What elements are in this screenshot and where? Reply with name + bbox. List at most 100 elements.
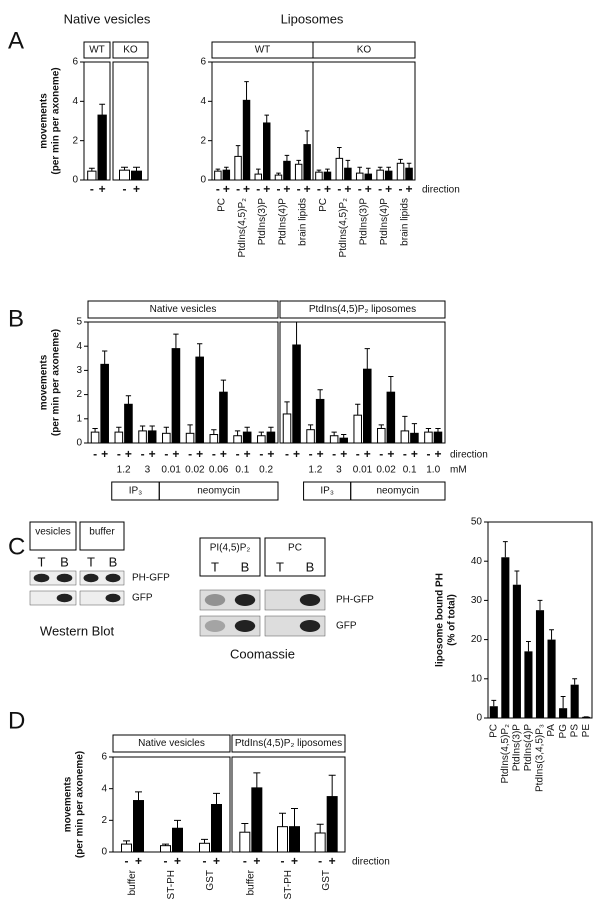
- error-bar: [316, 823, 324, 833]
- panel-letter: C: [8, 533, 25, 560]
- direction-label: -: [297, 182, 301, 196]
- error-bar: [549, 629, 554, 640]
- error-bar: [378, 424, 384, 429]
- bar: [400, 430, 410, 444]
- bar: [405, 167, 413, 181]
- bar: [377, 427, 386, 444]
- direction-label: -: [216, 182, 220, 196]
- direction-label: -: [318, 854, 322, 868]
- direction-label: -: [399, 182, 403, 196]
- y-axis-label: (per min per axoneme): [75, 751, 86, 858]
- bar: [219, 391, 228, 444]
- bar: [185, 432, 195, 444]
- category-label: 0.01: [353, 465, 373, 476]
- category-label: 0.02: [376, 465, 396, 476]
- error-bar: [256, 168, 261, 175]
- error-bar: [388, 375, 394, 393]
- category-label: 0.1: [235, 465, 249, 476]
- category-label: buffer: [127, 869, 138, 895]
- bar: [283, 160, 291, 181]
- facet-header-box: [112, 41, 149, 59]
- category-label: 1.0: [426, 465, 440, 476]
- blot-row-label: GFP: [336, 621, 357, 632]
- blot-caption: Coomassie: [230, 646, 295, 661]
- error-bar: [174, 819, 181, 829]
- facet-header: WT: [255, 45, 271, 56]
- blot-band: [105, 593, 121, 603]
- panel-letter: A: [8, 27, 24, 54]
- direction-label: -: [259, 447, 263, 461]
- bar: [242, 431, 252, 444]
- direction-label: +: [344, 182, 351, 196]
- facet-frame: [112, 756, 231, 853]
- treatment-label: IP₃: [320, 486, 334, 497]
- bar: [355, 172, 364, 181]
- direction-label: +: [283, 182, 290, 196]
- direction-label: -: [117, 447, 121, 461]
- error-bar: [234, 430, 241, 436]
- direction-label: +: [253, 854, 260, 868]
- direction-label: -: [356, 447, 360, 461]
- category-label: PtdIns(3)P: [257, 198, 268, 246]
- direction-label: +: [385, 182, 392, 196]
- bar: [303, 144, 311, 181]
- lane-label: B: [241, 559, 250, 574]
- bar: [524, 651, 533, 718]
- x-axis-label: direction: [450, 450, 488, 461]
- error-bar: [537, 599, 543, 611]
- direction-label: +: [411, 447, 418, 461]
- category-label: PtdIns(3)P: [359, 198, 370, 246]
- y-tick-label: 2: [200, 135, 206, 146]
- error-bar: [514, 570, 520, 585]
- lane-label: T: [38, 554, 46, 569]
- unit-label: mM: [450, 465, 467, 476]
- panel-letter: B: [8, 305, 24, 332]
- lane-label: B: [306, 559, 315, 574]
- bar: [195, 356, 204, 444]
- bar: [559, 708, 568, 718]
- blot-band: [56, 593, 73, 603]
- error-bar: [268, 426, 274, 433]
- facet-header: Native vesicles: [138, 738, 205, 749]
- direction-label: +: [293, 447, 300, 461]
- direction-label: +: [220, 447, 227, 461]
- error-bar: [284, 154, 290, 162]
- blot-row-label: PH-GFP: [336, 595, 374, 606]
- y-axis-label: (per min per axoneme): [51, 329, 62, 436]
- error-bar: [244, 426, 250, 433]
- error-bar: [139, 425, 146, 431]
- bar: [90, 431, 100, 444]
- bar: [242, 99, 251, 181]
- direction-label: -: [243, 854, 247, 868]
- bar: [87, 170, 97, 181]
- direction-label: -: [276, 182, 280, 196]
- error-bar: [402, 415, 408, 431]
- facet-frame: [312, 61, 416, 181]
- category-label: GST: [205, 870, 216, 891]
- bar: [335, 157, 344, 181]
- direction-label: -: [141, 447, 145, 461]
- facet-header-box: [279, 300, 446, 319]
- y-tick-label: 2: [101, 815, 107, 826]
- error-bar: [264, 114, 269, 123]
- direction-label: -: [236, 447, 240, 461]
- blot-band: [299, 594, 321, 606]
- category-label: 1.2: [117, 465, 131, 476]
- bar: [209, 434, 219, 444]
- y-axis-label: (% of total): [447, 594, 458, 646]
- bar: [254, 173, 262, 181]
- y-axis-label: liposome bound PH: [435, 573, 446, 667]
- error-bar: [364, 348, 370, 370]
- direction-label: -: [285, 447, 289, 461]
- y-tick-label: 0: [76, 438, 82, 449]
- y-tick-label: 6: [72, 57, 78, 68]
- error-bar: [241, 823, 249, 833]
- category-label: PE: [581, 724, 592, 738]
- bar: [512, 584, 521, 718]
- bar: [353, 414, 363, 444]
- error-bar: [135, 791, 142, 801]
- bar: [315, 171, 323, 181]
- bar: [211, 804, 222, 853]
- direction-label: -: [203, 854, 207, 868]
